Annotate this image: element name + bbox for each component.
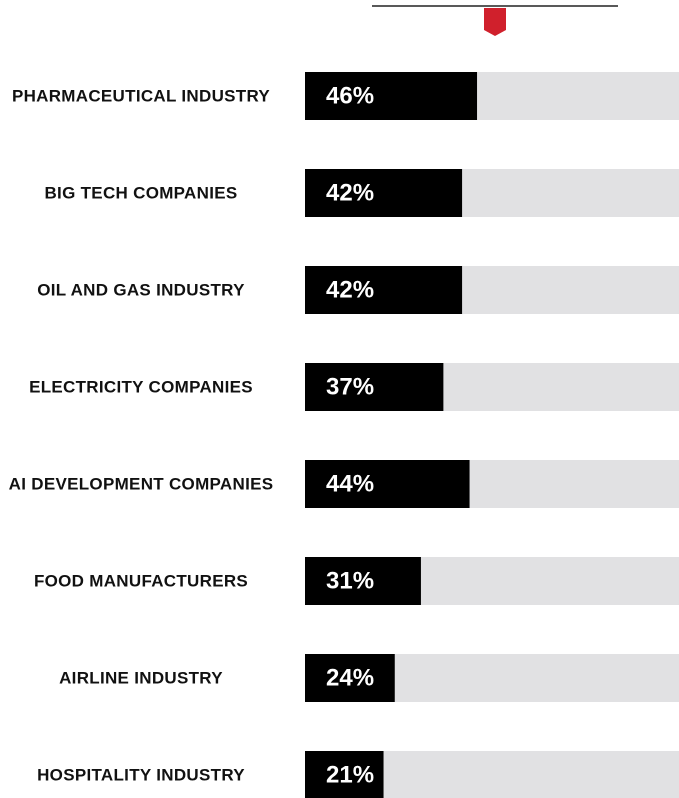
bar	[305, 266, 463, 314]
category-label: AIRLINE INDUSTRY	[59, 668, 223, 687]
category-label: ELECTRICITY COMPANIES	[29, 377, 253, 396]
bar	[305, 654, 395, 702]
value-label: 46%	[326, 82, 374, 109]
value-label: 42%	[326, 276, 374, 303]
bar	[305, 72, 478, 120]
value-label: 24%	[326, 664, 374, 691]
category-label: OIL AND GAS INDUSTRY	[37, 280, 245, 299]
value-label: 37%	[326, 373, 374, 400]
category-label: AI DEVELOPMENT COMPANIES	[9, 474, 274, 493]
bar	[305, 460, 470, 508]
bar	[305, 751, 384, 798]
bar	[305, 363, 444, 411]
category-label: HOSPITALITY INDUSTRY	[37, 765, 245, 784]
category-label: BIG TECH COMPANIES	[44, 183, 237, 202]
bar	[305, 169, 463, 217]
category-label: FOOD MANUFACTURERS	[34, 571, 248, 590]
value-label: 21%	[326, 761, 374, 788]
value-label: 44%	[326, 470, 374, 497]
marker	[484, 8, 506, 36]
value-label: 31%	[326, 567, 374, 594]
category-label: PHARMACEUTICAL INDUSTRY	[12, 86, 270, 105]
value-label: 42%	[326, 179, 374, 206]
bar	[305, 557, 421, 605]
